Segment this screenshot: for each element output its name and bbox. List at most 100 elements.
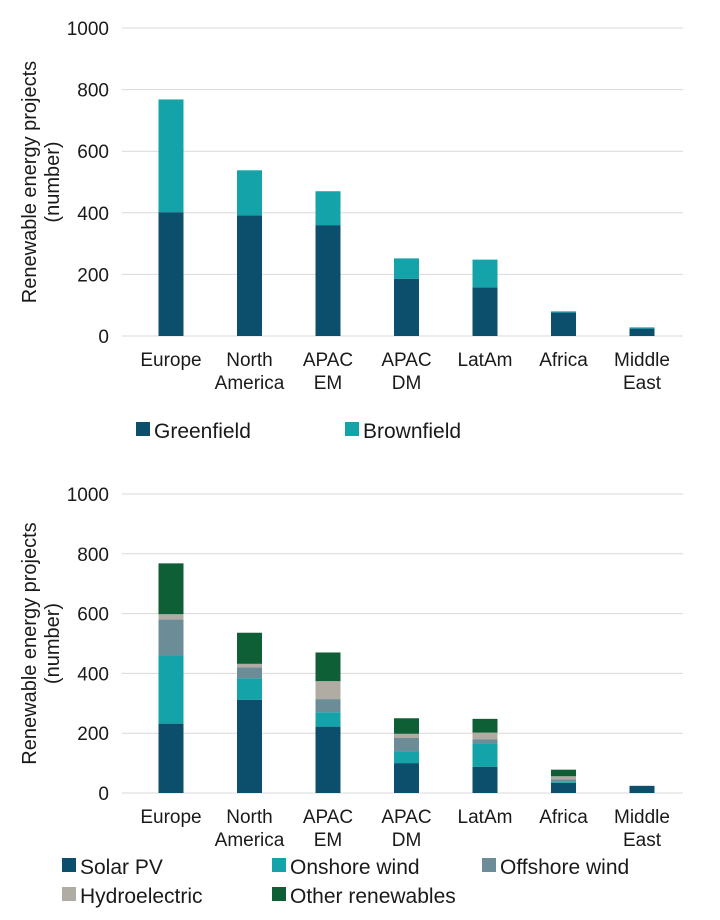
legend-label-offshore-wind: Offshore wind xyxy=(500,856,629,879)
legend: Solar PV Onshore wind Offshore wind Hydroel… xyxy=(62,856,629,908)
x-tick-label: Middle xyxy=(614,350,670,371)
legend-label-greenfield: Greenfield xyxy=(154,420,251,443)
bar-other-renewables-apac-dm xyxy=(394,718,419,734)
bar-brownfield-latam xyxy=(472,259,498,288)
y-tick-label: 800 xyxy=(77,545,109,566)
bar-solar-pv-apac-dm xyxy=(394,763,419,793)
legend: Greenfield Brownfield xyxy=(136,420,461,443)
bar-greenfield-middle-east xyxy=(629,328,655,336)
bar-onshore-wind-europe xyxy=(158,655,184,724)
y-tick-label: 600 xyxy=(77,142,109,163)
bar-offshore-wind-africa xyxy=(551,779,576,782)
y-tick-label: 800 xyxy=(77,81,109,102)
legend-label-brownfield: Brownfield xyxy=(363,420,461,443)
legend-swatch-greenfield xyxy=(136,422,150,436)
x-tick-label: Africa xyxy=(539,350,588,371)
bar-solar-pv-north-america xyxy=(237,699,262,793)
x-tick-label: DM xyxy=(392,830,422,851)
bar-hydroelectric-north-america xyxy=(237,663,262,668)
bar-hydroelectric-africa xyxy=(551,776,576,780)
y-tick-label: 1000 xyxy=(67,19,109,40)
bar-greenfield-apac-dm xyxy=(394,278,419,336)
x-tick-label: EM xyxy=(314,373,343,394)
y-axis-label: Renewable energy projects (number) xyxy=(19,61,64,303)
bar-hydroelectric-apac-em xyxy=(315,681,341,700)
bar-offshore-wind-latam xyxy=(472,739,498,744)
legend-swatch-hydroelectric xyxy=(62,887,76,901)
bar-greenfield-africa xyxy=(551,312,576,336)
y-tick-label: 0 xyxy=(98,784,109,805)
legend-swatch-brownfield xyxy=(345,422,359,436)
bar-hydroelectric-latam xyxy=(472,732,498,740)
y-axis-label-line: (number) xyxy=(42,603,64,684)
bar-other-renewables-apac-em xyxy=(315,652,341,682)
legend-label-onshore-wind: Onshore wind xyxy=(290,856,420,879)
bar-brownfield-middle-east xyxy=(629,327,655,329)
legend-swatch-solar-pv xyxy=(62,858,76,872)
bar-onshore-wind-north-america xyxy=(237,678,262,700)
bar-brownfield-africa xyxy=(551,311,576,313)
bar-solar-pv-apac-em xyxy=(315,726,341,793)
y-tick-label: 200 xyxy=(77,724,109,745)
y-tick-label: 200 xyxy=(77,265,109,286)
y-axis-label-line: Renewable energy projects xyxy=(19,61,41,303)
bar-solar-pv-europe xyxy=(158,723,184,793)
x-tick-label: DM xyxy=(392,373,422,394)
bar-greenfield-latam xyxy=(472,287,498,336)
bar-other-renewables-africa xyxy=(551,769,576,777)
bar-brownfield-north-america xyxy=(237,170,262,216)
legend-label-solar-pv: Solar PV xyxy=(80,856,163,879)
legend-label-hydroelectric: Hydroelectric xyxy=(80,885,203,908)
bar-other-renewables-latam xyxy=(472,718,498,733)
y-tick-label: 400 xyxy=(77,204,109,225)
x-tick-label: LatAm xyxy=(458,807,513,828)
x-tick-label: EM xyxy=(314,830,343,851)
bar-brownfield-europe xyxy=(158,99,184,213)
bar-onshore-wind-latam xyxy=(472,743,498,767)
legend-swatch-onshore-wind xyxy=(272,858,286,872)
bar-onshore-wind-africa xyxy=(551,781,576,783)
x-tick-label: Africa xyxy=(539,807,588,828)
bar-brownfield-apac-em xyxy=(315,191,341,226)
bar-hydroelectric-europe xyxy=(158,614,184,620)
x-tick-label: North xyxy=(226,350,272,371)
y-tick-label: 0 xyxy=(98,327,109,348)
bar-solar-pv-latam xyxy=(472,766,498,793)
x-tick-label: East xyxy=(623,373,662,394)
bar-onshore-wind-apac-em xyxy=(315,712,341,727)
x-tick-label: America xyxy=(215,830,285,851)
bar-solar-pv-middle-east xyxy=(629,785,655,793)
bar-other-renewables-europe xyxy=(158,563,184,615)
bar-hydroelectric-apac-dm xyxy=(394,733,419,738)
bar-greenfield-apac-em xyxy=(315,225,341,336)
x-tick-label: APAC xyxy=(381,807,431,828)
bar-other-renewables-north-america xyxy=(237,632,262,664)
x-tick-label: Europe xyxy=(140,807,201,828)
x-tick-label: North xyxy=(226,807,272,828)
x-tick-label: America xyxy=(215,373,285,394)
y-tick-label: 600 xyxy=(77,605,109,626)
x-tick-label: LatAm xyxy=(458,350,513,371)
y-axis-label: Renewable energy projects (number) xyxy=(19,522,64,764)
y-tick-label: 1000 xyxy=(67,485,109,506)
legend-label-other-renewables: Other renewables xyxy=(290,885,456,908)
x-tick-label: APAC xyxy=(303,807,353,828)
legend-swatch-other-renewables xyxy=(272,887,286,901)
x-tick-label: Middle xyxy=(614,807,670,828)
y-axis-label-line: Renewable energy projects xyxy=(19,522,41,764)
bar-offshore-wind-north-america xyxy=(237,667,262,679)
bar-offshore-wind-apac-dm xyxy=(394,737,419,752)
x-tick-label: Europe xyxy=(140,350,201,371)
legend-swatch-offshore-wind xyxy=(482,858,496,872)
bar-solar-pv-africa xyxy=(551,782,576,793)
bar-offshore-wind-apac-em xyxy=(315,699,341,713)
x-tick-label: APAC xyxy=(381,350,431,371)
bar-onshore-wind-apac-dm xyxy=(394,751,419,764)
bar-brownfield-apac-dm xyxy=(394,258,419,279)
y-tick-label: 400 xyxy=(77,664,109,685)
bar-offshore-wind-europe xyxy=(158,619,184,656)
bar-greenfield-north-america xyxy=(237,215,262,336)
y-axis-label-line: (number) xyxy=(42,141,64,222)
